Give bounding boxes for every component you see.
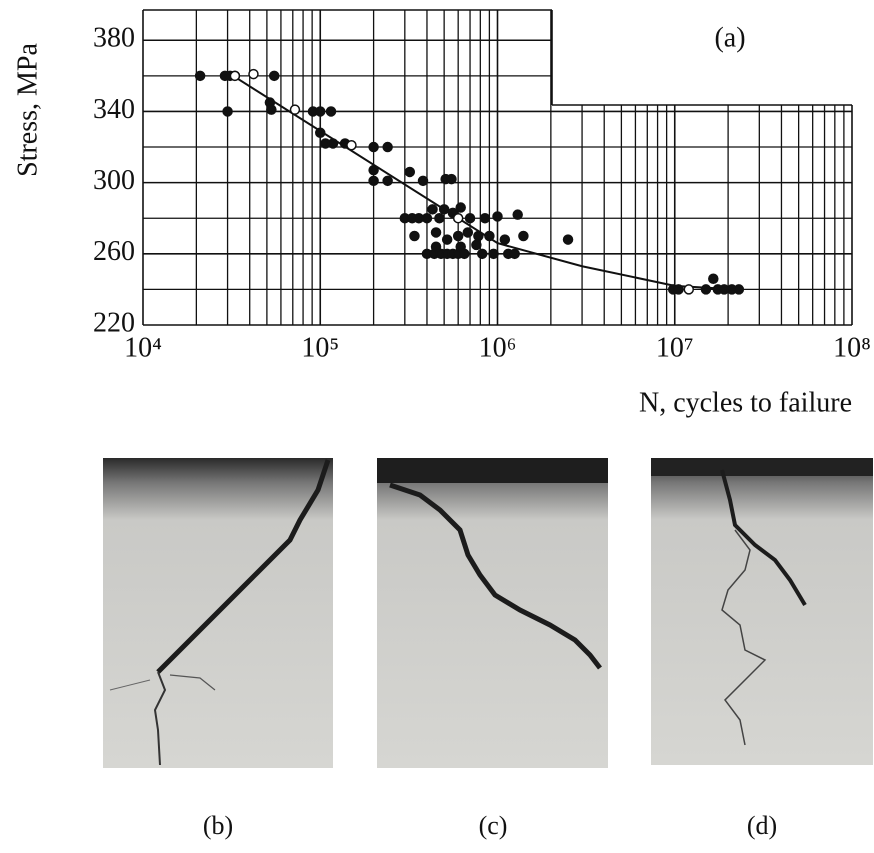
- data-point: [268, 70, 280, 82]
- x-tick-label: 10⁸: [833, 332, 871, 363]
- data-point: [733, 284, 745, 295]
- data-point: [404, 166, 416, 178]
- data-point: [452, 230, 464, 242]
- open-point: [248, 68, 259, 80]
- data-point: [455, 241, 466, 252]
- y-tick-label: 260: [93, 236, 135, 267]
- data-point: [325, 106, 337, 117]
- open-point: [452, 212, 464, 224]
- data-point: [512, 209, 523, 220]
- data-point: [509, 248, 520, 260]
- data-point: [562, 234, 574, 245]
- y-tick-label: 220: [93, 307, 135, 338]
- data-point: [434, 212, 445, 224]
- open-point: [229, 70, 241, 82]
- data-point: [479, 212, 491, 224]
- data-point: [518, 230, 529, 242]
- panel-caption: (c): [479, 811, 508, 840]
- panel-caption: (b): [203, 811, 233, 840]
- y-axis-label: Stress, MPa: [12, 43, 43, 177]
- data-point: [417, 175, 429, 187]
- x-tick-label: 10⁵: [301, 332, 339, 363]
- data-point: [455, 202, 466, 213]
- data-point: [499, 234, 511, 245]
- open-point: [683, 284, 695, 295]
- data-point: [382, 175, 393, 187]
- data-point: [421, 212, 433, 224]
- fit-line: [227, 71, 736, 291]
- data-point: [464, 212, 476, 224]
- open-point: [289, 104, 301, 115]
- x-tick-label: 10⁶: [479, 332, 517, 363]
- x-tick-label: 10⁷: [656, 332, 694, 363]
- x-axis-label: N, cycles to failure: [639, 387, 852, 418]
- data-point: [446, 173, 457, 185]
- data-point: [462, 227, 474, 238]
- data-point: [476, 248, 488, 260]
- data-point: [700, 284, 712, 295]
- data-point: [368, 141, 379, 153]
- chart: 10⁴ 10⁵ 10⁶ 10⁷ 10⁸ 220 260 300 340 380: [93, 9, 871, 363]
- data-point: [315, 106, 326, 117]
- x-tick-label: 10⁴: [124, 332, 162, 363]
- data-point: [266, 104, 277, 115]
- y-tick-label: 340: [93, 94, 135, 125]
- data-point: [430, 241, 442, 252]
- data-point: [441, 234, 453, 245]
- data-point: [409, 230, 420, 242]
- data-point: [488, 248, 499, 260]
- panel-caption: (d): [747, 811, 777, 840]
- panel-annotation: (a): [714, 22, 745, 53]
- data-point: [430, 227, 442, 238]
- data-point: [492, 211, 503, 222]
- data-point: [194, 70, 206, 82]
- data-point: [368, 175, 379, 187]
- micrograph-d: [651, 458, 873, 765]
- micrograph-c: [377, 458, 608, 768]
- data-point: [708, 273, 719, 284]
- micrograph-b: [103, 458, 333, 768]
- y-tick-label: 380: [93, 23, 135, 54]
- data-point: [427, 204, 438, 215]
- data-point: [382, 141, 393, 153]
- data-point: [471, 239, 482, 251]
- data-point: [222, 106, 233, 117]
- y-tick-label: 300: [93, 165, 135, 196]
- open-point: [346, 140, 357, 151]
